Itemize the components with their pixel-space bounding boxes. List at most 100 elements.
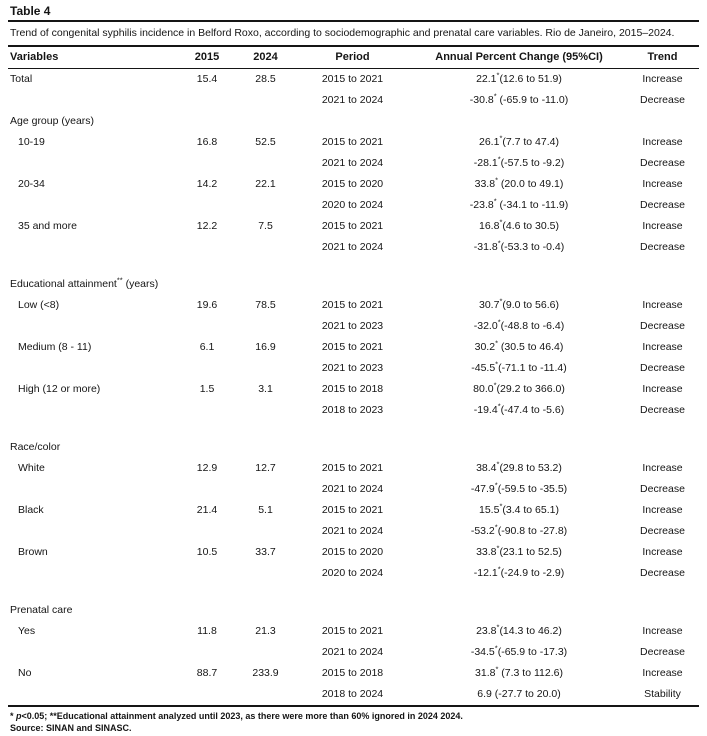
period-cell: 2021 to 2024 <box>321 646 384 658</box>
header-variables: Variables <box>8 46 176 69</box>
apc-cell: 30.2* (30.5 to 46.4) <box>474 338 564 353</box>
footnote-source: Source: SINAN and SINASC. <box>10 723 132 733</box>
trend-cell: Decrease <box>640 94 685 106</box>
value-2015-cell: 88.7 <box>196 667 218 679</box>
trend-cell: Increase <box>642 136 683 148</box>
table-row: Yes 11.8 21.3 2015 to 2021 23.8*(14.3 to 46.… <box>8 621 699 642</box>
spacer-cell <box>8 258 699 274</box>
footnote-rest: <0.05; **Educational attainment analyzed… <box>21 711 463 721</box>
apc-cell: -32.0*(-48.8 to -6.4) <box>473 317 565 332</box>
variable-cell <box>8 521 176 542</box>
period-cell: 2021 to 2024 <box>321 483 384 495</box>
value-2015-cell: 15.4 <box>196 73 218 85</box>
spacer-row <box>8 258 699 274</box>
apc-cell: 26.1*(7.7 to 47.4) <box>479 133 559 148</box>
table-row: 2021 to 2023 -45.5*(-71.1 to -11.4) Decrea… <box>8 358 699 379</box>
trend-cell: Decrease <box>640 404 685 416</box>
apc-cell: -34.5*(-65.9 to -17.3) <box>470 643 568 658</box>
apc-cell: -31.8*(-53.3 to -0.4) <box>473 238 565 253</box>
value-2024-cell: 16.9 <box>255 341 276 353</box>
footnote-prefix: * <box>10 711 17 721</box>
trend-cell: Increase <box>642 383 683 395</box>
table-row: 35 and more 12.2 7.5 2015 to 2021 16.8*(4.6 … <box>8 216 699 237</box>
trend-cell: Increase <box>642 667 683 679</box>
value-2024-cell <box>238 90 293 111</box>
variable-cell: White <box>18 462 45 474</box>
variable-cell <box>8 90 176 111</box>
trend-cell: Increase <box>642 546 683 558</box>
section-row: Race/color <box>8 437 699 458</box>
value-2024-cell: 3.1 <box>258 383 273 395</box>
apc-cell: 23.8*(14.3 to 46.2) <box>476 622 562 637</box>
table-caption: Trend of congenital syphilis incidence i… <box>10 27 675 39</box>
value-2015-cell <box>176 521 238 542</box>
header-2024: 2024 <box>238 46 293 69</box>
period-cell: 2015 to 2018 <box>321 667 384 679</box>
footnote-p-italic: p <box>16 711 22 721</box>
value-2015-cell: 21.4 <box>196 504 218 516</box>
variable-cell: No <box>18 667 32 679</box>
variable-cell: 10-19 <box>18 136 45 148</box>
variable-cell: Low (<8) <box>18 299 60 311</box>
value-2024-cell: 28.5 <box>255 73 276 85</box>
variable-cell <box>8 153 176 174</box>
period-cell: 2021 to 2024 <box>321 94 384 106</box>
table-row: 2021 to 2024 -47.9*(-59.5 to -35.5) Decrea… <box>8 479 699 500</box>
table-row: 2018 to 2024 6.9 (-27.7 to 20.0) Stability <box>8 684 699 706</box>
value-2024-cell <box>238 479 293 500</box>
table-row: 2020 to 2024 -12.1*(-24.9 to -2.9) Decreas… <box>8 563 699 584</box>
period-cell: 2021 to 2024 <box>321 241 384 253</box>
value-2015-cell: 1.5 <box>199 383 215 395</box>
apc-cell: -45.5*(-71.1 to -11.4) <box>471 359 567 374</box>
value-2015-cell <box>176 195 238 216</box>
period-cell: 2015 to 2021 <box>321 462 384 474</box>
variable-cell <box>8 358 176 379</box>
trend-cell: Decrease <box>640 320 685 332</box>
value-2024-cell: 78.5 <box>255 299 276 311</box>
trend-cell: Increase <box>642 462 683 474</box>
variable-cell: Total <box>10 73 33 85</box>
value-2015-cell: 19.6 <box>196 299 218 311</box>
value-2024-cell: 7.5 <box>258 220 273 232</box>
period-cell: 2015 to 2020 <box>321 178 384 190</box>
period-cell: 2015 to 2021 <box>321 136 384 148</box>
period-cell: 2021 to 2023 <box>321 320 384 332</box>
value-2015-cell <box>176 642 238 663</box>
apc-cell: 31.8* (7.3 to 112.6) <box>475 664 563 679</box>
period-cell: 2021 to 2023 <box>321 362 384 374</box>
trend-cell: Decrease <box>640 525 685 537</box>
value-2024-cell: 33.7 <box>255 546 276 558</box>
trend-cell: Increase <box>642 341 683 353</box>
variable-cell: High (12 or more) <box>18 383 101 395</box>
trend-cell: Decrease <box>640 362 685 374</box>
period-cell: 2015 to 2021 <box>321 625 384 637</box>
table-row: 2018 to 2023 -19.4*(-47.4 to -5.6) Decreas… <box>8 400 699 421</box>
apc-cell: 38.4*(29.8 to 53.2) <box>476 459 562 474</box>
header-apc: Annual Percent Change (95%CI) <box>412 46 626 69</box>
section-row: Prenatal care <box>8 600 699 621</box>
value-2015-cell <box>176 90 238 111</box>
variable-cell <box>8 479 176 500</box>
data-table: Variables 2015 2024 Period Annual Percen… <box>8 45 699 707</box>
value-2024-cell <box>238 563 293 584</box>
value-2024-cell: 21.3 <box>255 625 276 637</box>
apc-cell: 33.8*(23.1 to 52.5) <box>476 543 562 558</box>
spacer-row <box>8 584 699 600</box>
variable-cell: Black <box>18 504 44 516</box>
trend-cell: Decrease <box>640 241 685 253</box>
table-row: No 88.7 233.9 2015 to 2018 31.8* (7.3 to 112… <box>8 663 699 684</box>
header-trend: Trend <box>626 46 699 69</box>
variable-cell <box>8 316 176 337</box>
value-2024-cell <box>238 642 293 663</box>
table-row: 10-19 16.8 52.5 2015 to 2021 26.1*(7.7 to 47… <box>8 132 699 153</box>
apc-cell: -19.4*(-47.4 to -5.6) <box>473 401 565 416</box>
trend-cell: Increase <box>642 504 683 516</box>
period-cell: 2015 to 2021 <box>321 504 384 516</box>
table-title: Table 4 <box>10 4 51 18</box>
value-2015-cell: 10.5 <box>196 546 218 558</box>
section-label: Prenatal care <box>10 604 73 616</box>
period-cell: 2021 to 2024 <box>321 525 384 537</box>
spacer-cell <box>8 421 699 437</box>
table-row: 2021 to 2024 -53.2*(-90.8 to -27.8) Decrea… <box>8 521 699 542</box>
